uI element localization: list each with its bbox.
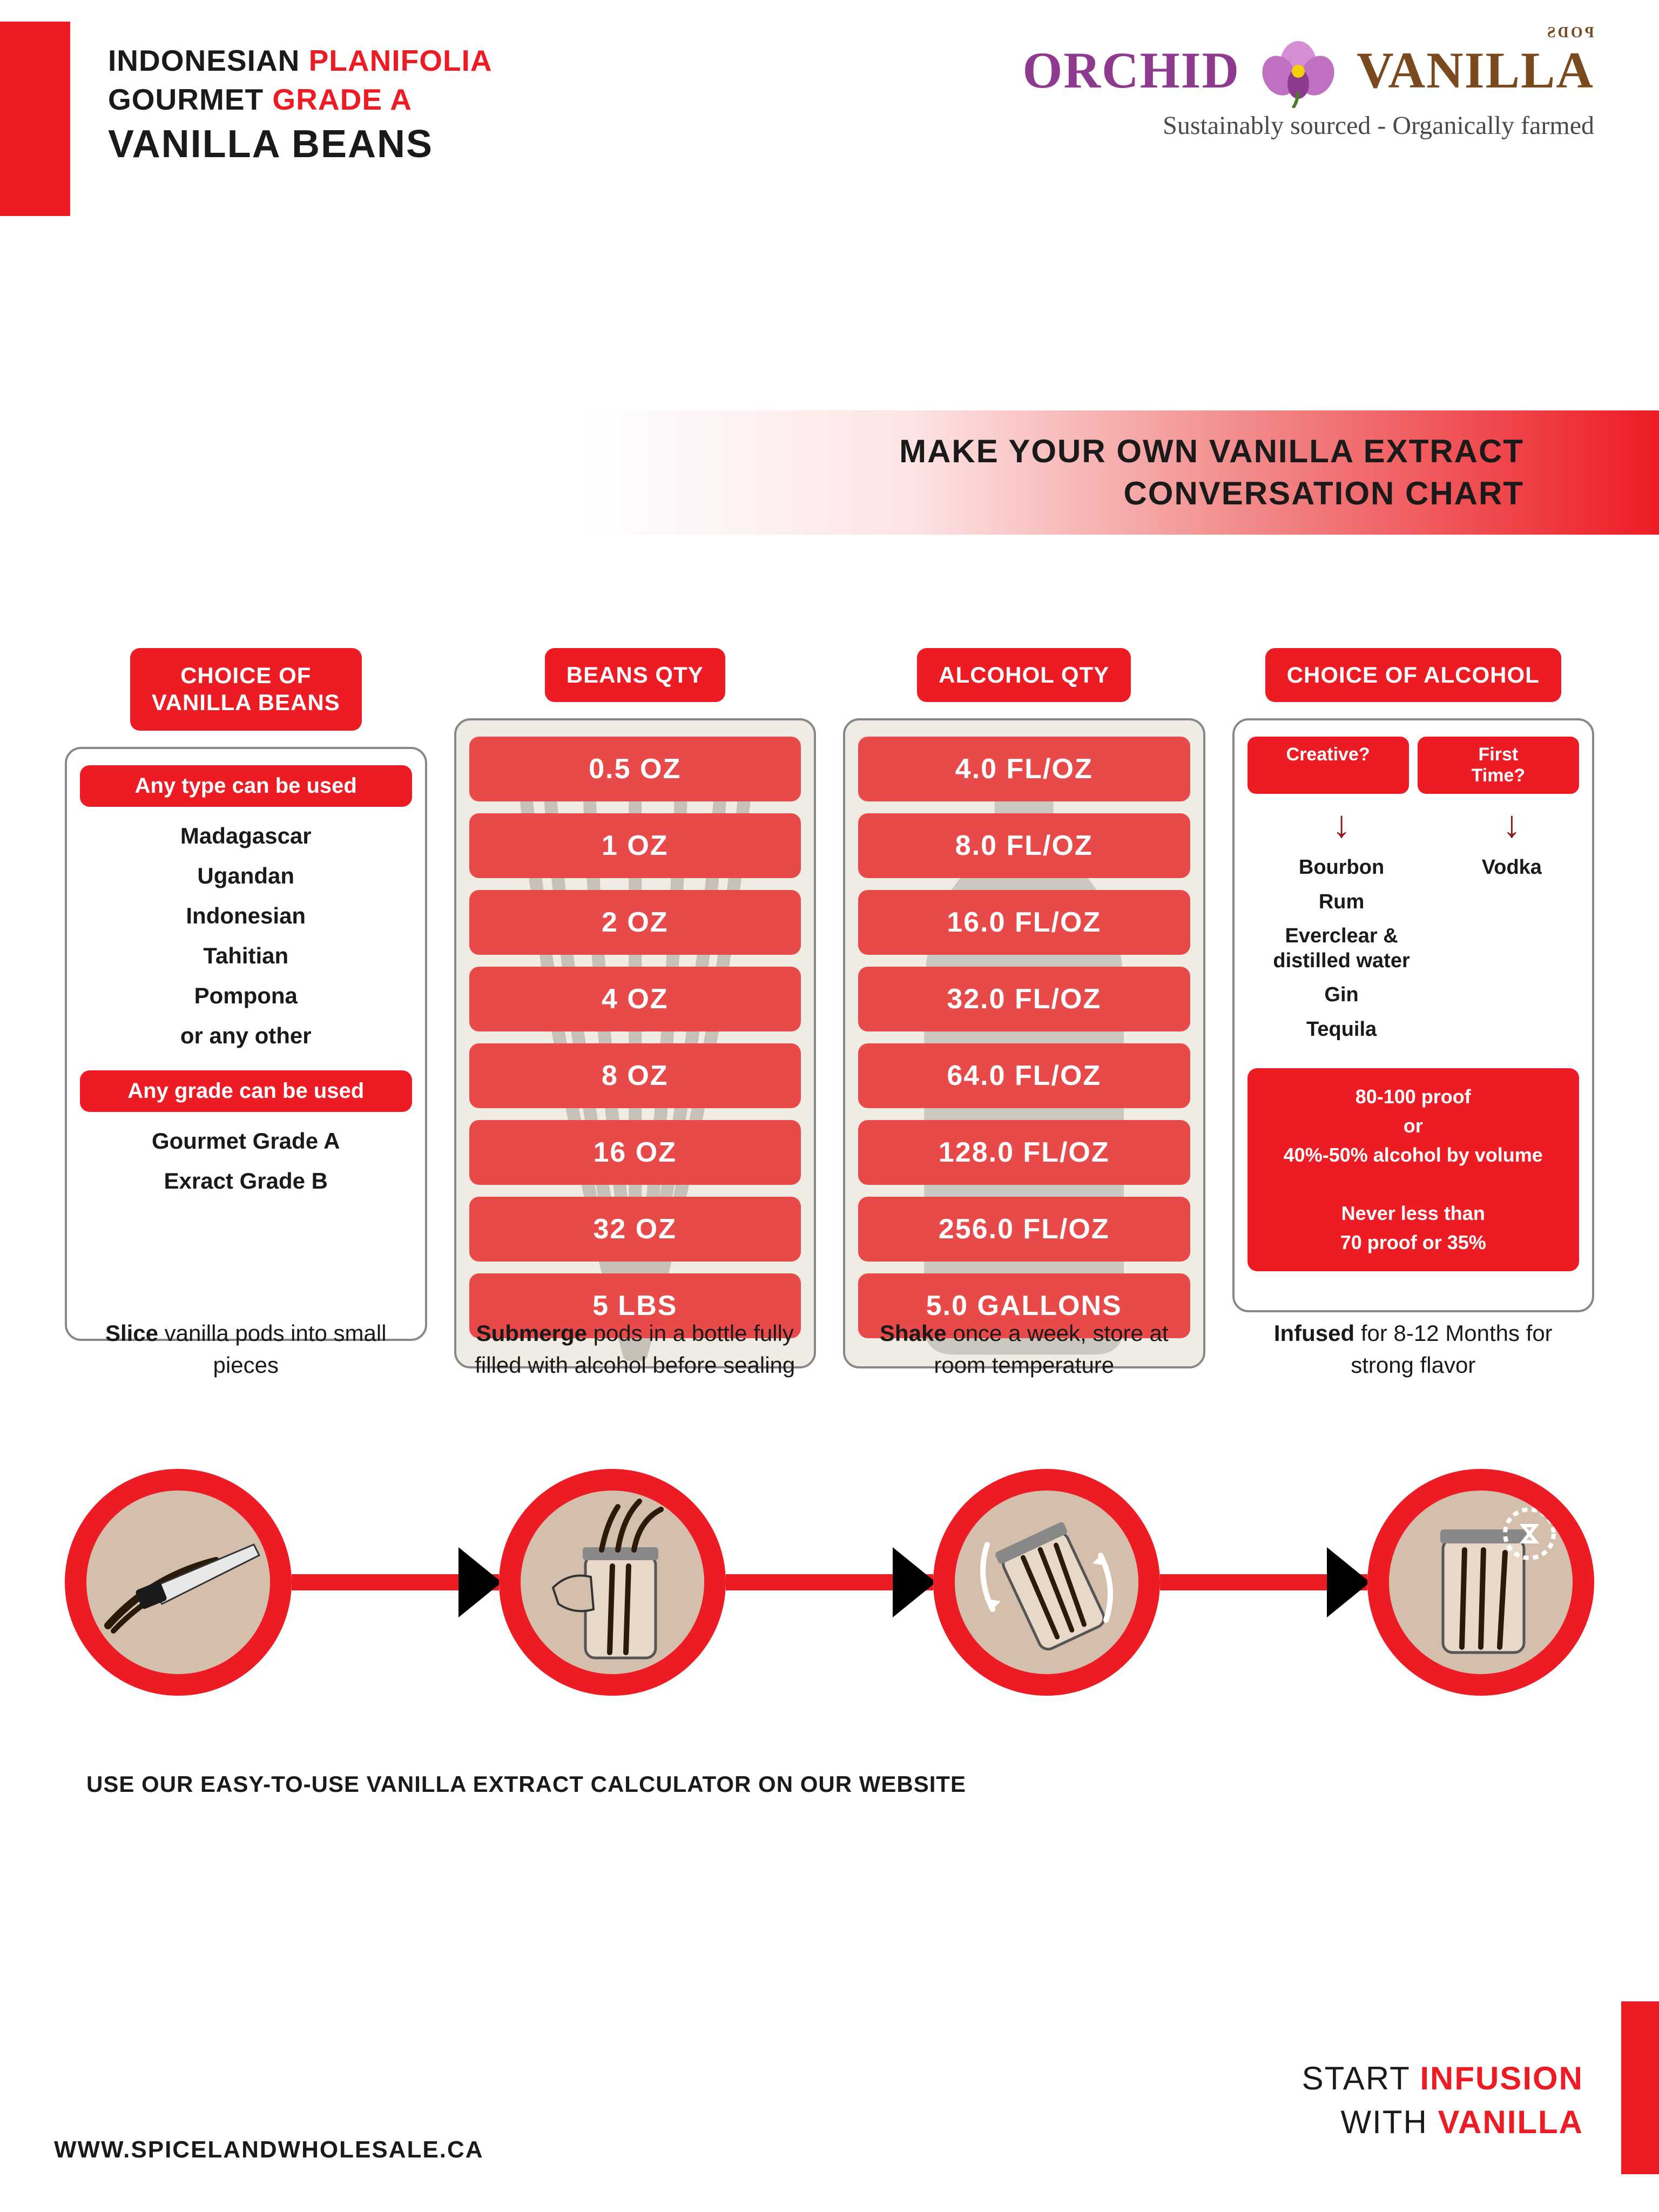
title-line2a: GOURMET bbox=[108, 83, 264, 116]
footer-url: WWW.SPICELANDWHOLESALE.CA bbox=[54, 2136, 484, 2163]
red-accent-right bbox=[1621, 2001, 1659, 2174]
alcohol-creative-item: Bourbon bbox=[1247, 855, 1436, 880]
step-3-circle bbox=[933, 1469, 1160, 1696]
chart-columns: CHOICE OFVANILLA BEANS Any type can be u… bbox=[65, 648, 1594, 1368]
alcohol-qty-item: 16.0 FL/OZ bbox=[858, 890, 1190, 955]
beans-qty-item: 0.5 OZ bbox=[469, 737, 801, 801]
col4-box: Creative? FirstTime? ↓ Bourbon Rum Evercle… bbox=[1232, 718, 1595, 1312]
tag-creative: Creative? bbox=[1247, 737, 1409, 794]
logo-tagline: Sustainably sourced - Organically farmed bbox=[1023, 111, 1594, 140]
title-line1a: INDONESIAN bbox=[108, 44, 300, 77]
bean-type-item: Madagascar bbox=[80, 823, 412, 849]
beans-qty-item: 2 OZ bbox=[469, 890, 801, 955]
col1-pill-type: Any type can be used bbox=[80, 765, 412, 807]
bean-type-item: Indonesian bbox=[80, 903, 412, 929]
bean-grade-item: Gourmet Grade A bbox=[80, 1128, 412, 1154]
col1-header: CHOICE OFVANILLA BEANS bbox=[130, 648, 362, 731]
flow-arrow bbox=[726, 1574, 933, 1590]
shake-jar-icon bbox=[955, 1491, 1138, 1674]
col-beans-qty: BEANS QTY 0.5 OZ 1 OZ 2 OZ 4 OZ 8 OZ 16 OZ 32 … bbox=[454, 648, 817, 1368]
alcohol-creative-item: Gin bbox=[1247, 983, 1436, 1008]
alcohol-creative-item: Rum bbox=[1247, 890, 1436, 915]
alcohol-qty-item: 64.0 FL/OZ bbox=[858, 1043, 1190, 1108]
beans-qty-item: 16 OZ bbox=[469, 1120, 801, 1185]
bean-type-item: or any other bbox=[80, 1023, 412, 1049]
banner-line1: MAKE YOUR OWN VANILLA EXTRACT bbox=[899, 430, 1524, 473]
instr-infused: Infused for 8-12 Months for strong flavo… bbox=[1232, 1318, 1595, 1381]
col3-box: 4.0 FL/OZ 8.0 FL/OZ 16.0 FL/OZ 32.0 FL/OZ 64… bbox=[843, 718, 1205, 1368]
tag-first-time: FirstTime? bbox=[1418, 737, 1579, 794]
alcohol-creative-item: Tequila bbox=[1247, 1017, 1436, 1042]
col-alcohol-qty: ALCOHOL QTY 4.0 FL/OZ 8.0 FL/OZ 16.0 FL/OZ… bbox=[843, 648, 1205, 1368]
col2-box: 0.5 OZ1 OZ2 OZ4 OZ8 OZ16 OZ32 OZ5 LBS bbox=[454, 718, 817, 1368]
step-4-circle bbox=[1367, 1469, 1594, 1696]
flow-arrow bbox=[1160, 1574, 1367, 1590]
footer-slogan: START INFUSION WITH VANILLA bbox=[1302, 2053, 1583, 2147]
alcohol-creative-item: Everclear & distilled water bbox=[1247, 924, 1436, 973]
arrow-down-icon: ↓ bbox=[1445, 802, 1579, 846]
alcohol-qty-item: 256.0 FL/OZ bbox=[858, 1197, 1190, 1262]
flow-arrow bbox=[292, 1574, 499, 1590]
calculator-note: USE OUR EASY-TO-USE VANILLA EXTRACT CALC… bbox=[86, 1771, 966, 1797]
proof-requirements: 80-100 proofor40%-50% alcohol by volumeN… bbox=[1247, 1068, 1580, 1271]
jar-hand-icon bbox=[521, 1491, 704, 1674]
brand-logo: ORCHID PODS VANILLA Sustainably sourced … bbox=[1023, 32, 1594, 140]
arrow-down-icon: ↓ bbox=[1247, 802, 1436, 846]
instr-shake: Shake once a week, store at room tempera… bbox=[843, 1318, 1205, 1381]
title-line1b: PLANIFOLIA bbox=[309, 44, 493, 77]
bean-grade-item: Exract Grade B bbox=[80, 1168, 412, 1194]
logo-orchid-text: ORCHID bbox=[1023, 41, 1240, 100]
col-choice-alcohol: CHOICE OF ALCOHOL Creative? FirstTime? ↓… bbox=[1232, 648, 1595, 1368]
page-title: INDONESIAN PLANIFOLIA GOURMET GRADE A VA… bbox=[108, 43, 493, 166]
instr-submerge: Submerge pods in a bottle fully filled w… bbox=[454, 1318, 817, 1381]
bean-type-item: Ugandan bbox=[80, 863, 412, 889]
beans-qty-item: 4 OZ bbox=[469, 967, 801, 1031]
col1-box: Any type can be used Madagascar Ugandan In… bbox=[65, 747, 427, 1341]
infuse-jar-icon bbox=[1389, 1491, 1573, 1674]
col2-header: BEANS QTY bbox=[545, 648, 725, 702]
alcohol-first-item: Vodka bbox=[1445, 855, 1579, 880]
instruction-row: Slice vanilla pods into small pieces Sub… bbox=[65, 1318, 1594, 1381]
orchid-flower-icon bbox=[1250, 32, 1347, 108]
logo-vanilla-text: PODS VANILLA bbox=[1357, 41, 1594, 100]
beans-qty-item: 1 OZ bbox=[469, 813, 801, 878]
col1-pill-grade: Any grade can be used bbox=[80, 1070, 412, 1112]
knife-pod-icon bbox=[86, 1491, 270, 1674]
red-accent-left bbox=[0, 22, 70, 216]
banner-line2: CONVERSATION CHART bbox=[899, 473, 1524, 515]
alcohol-qty-item: 4.0 FL/OZ bbox=[858, 737, 1190, 801]
col4-header: CHOICE OF ALCOHOL bbox=[1265, 648, 1561, 702]
col3-header: ALCOHOL QTY bbox=[917, 648, 1131, 702]
title-line3: VANILLA BEANS bbox=[108, 122, 493, 166]
title-line2b: GRADE A bbox=[272, 83, 412, 116]
step-1-circle bbox=[65, 1469, 292, 1696]
alcohol-qty-item: 128.0 FL/OZ bbox=[858, 1120, 1190, 1185]
instr-slice: Slice vanilla pods into small pieces bbox=[65, 1318, 427, 1381]
bean-type-item: Tahitian bbox=[80, 943, 412, 969]
logo-pods-text: PODS bbox=[1545, 24, 1594, 42]
col-choice-beans: CHOICE OFVANILLA BEANS Any type can be u… bbox=[65, 648, 427, 1368]
step-flow bbox=[65, 1469, 1594, 1696]
beans-qty-item: 8 OZ bbox=[469, 1043, 801, 1108]
alcohol-qty-item: 32.0 FL/OZ bbox=[858, 967, 1190, 1031]
chart-banner: MAKE YOUR OWN VANILLA EXTRACT CONVERSATI… bbox=[0, 410, 1659, 535]
bean-type-item: Pompona bbox=[80, 983, 412, 1009]
alcohol-qty-item: 8.0 FL/OZ bbox=[858, 813, 1190, 878]
beans-qty-item: 32 OZ bbox=[469, 1197, 801, 1262]
step-2-circle bbox=[499, 1469, 726, 1696]
